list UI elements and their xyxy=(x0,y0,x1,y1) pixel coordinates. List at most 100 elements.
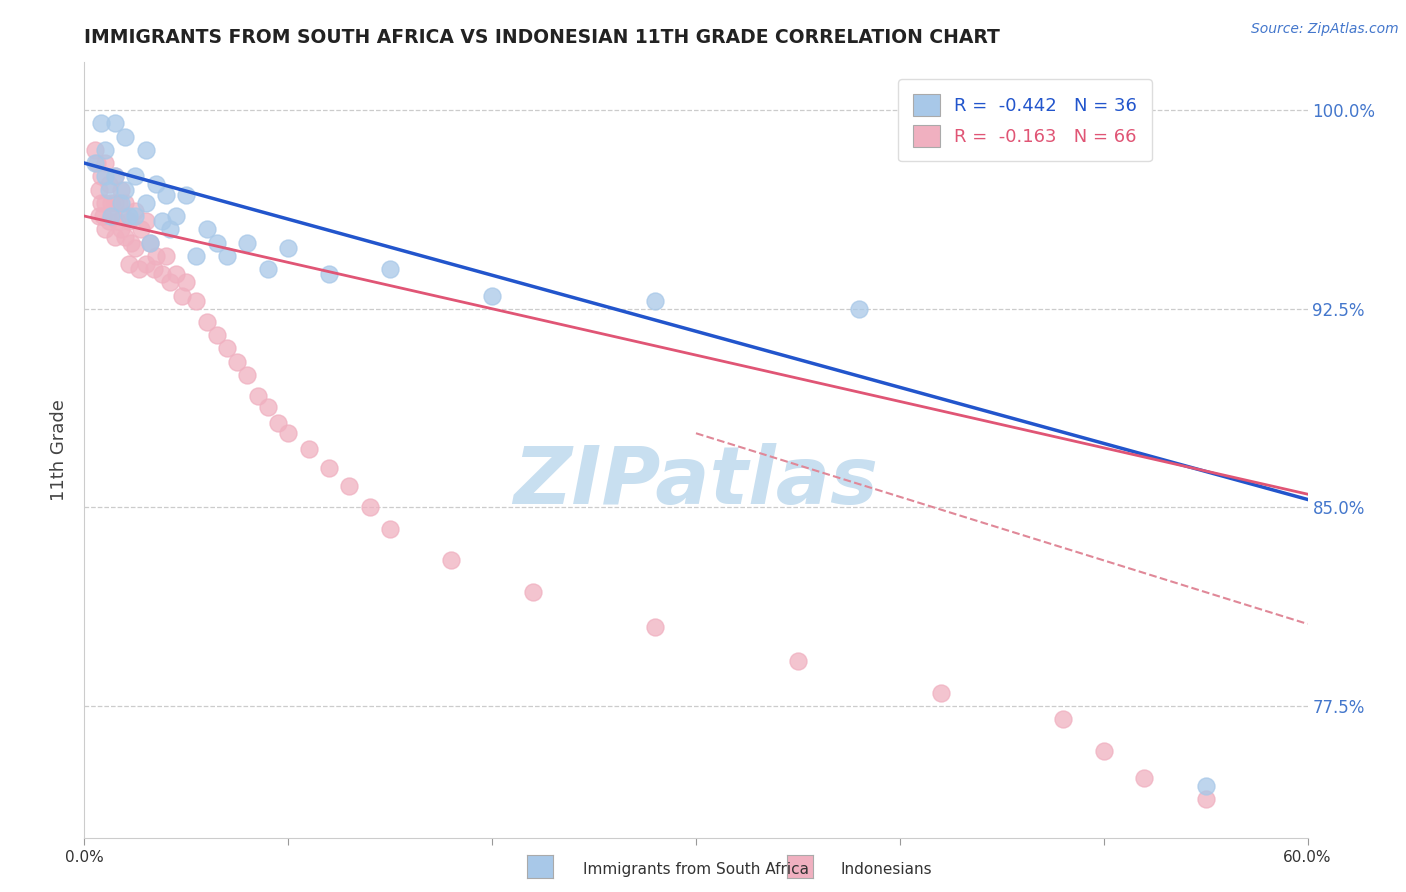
Point xyxy=(277,426,299,441)
Point xyxy=(135,143,157,157)
Point xyxy=(93,169,115,184)
Text: ZIPatlas: ZIPatlas xyxy=(513,442,879,521)
Point xyxy=(1092,744,1115,758)
Point xyxy=(135,195,157,210)
Point xyxy=(787,654,810,668)
Point xyxy=(90,195,112,210)
Point xyxy=(165,209,187,223)
Point xyxy=(257,400,280,414)
Point xyxy=(90,169,112,184)
Point xyxy=(380,262,402,277)
Point xyxy=(246,389,269,403)
Point xyxy=(150,268,173,282)
Point xyxy=(236,235,259,250)
Point xyxy=(97,178,120,192)
Point xyxy=(124,169,146,184)
Point xyxy=(93,156,115,170)
Point xyxy=(155,249,177,263)
Point xyxy=(87,209,110,223)
Point xyxy=(318,460,340,475)
Point xyxy=(93,222,115,236)
Point xyxy=(929,686,952,700)
Point xyxy=(1195,791,1218,805)
Point xyxy=(142,262,165,277)
Point xyxy=(644,619,666,633)
Point xyxy=(114,183,136,197)
Point xyxy=(150,214,173,228)
Point xyxy=(118,214,141,228)
Point xyxy=(217,249,239,263)
Point xyxy=(86,156,108,170)
Point xyxy=(277,241,299,255)
Point xyxy=(359,500,381,515)
Point xyxy=(114,195,136,210)
Point xyxy=(145,249,167,263)
Point xyxy=(110,195,132,210)
Point xyxy=(195,222,218,236)
Point xyxy=(91,209,114,223)
Point xyxy=(145,178,167,192)
Point xyxy=(174,187,197,202)
Point xyxy=(165,268,187,282)
Point xyxy=(124,241,146,255)
Point xyxy=(1133,771,1156,785)
Point xyxy=(380,522,402,536)
Point xyxy=(101,209,124,223)
Point xyxy=(104,230,127,244)
Point xyxy=(110,222,132,236)
Point xyxy=(174,275,197,289)
Point xyxy=(318,268,340,282)
Point xyxy=(90,116,112,130)
Point xyxy=(131,222,153,236)
Point xyxy=(195,315,218,329)
Point xyxy=(104,169,127,184)
Point xyxy=(217,342,239,356)
Point xyxy=(114,129,136,144)
Point xyxy=(100,209,122,223)
Point xyxy=(339,479,361,493)
Point xyxy=(100,195,122,210)
Point xyxy=(186,293,208,308)
Point xyxy=(124,203,146,218)
Point xyxy=(522,585,544,599)
Text: Source: ZipAtlas.com: Source: ZipAtlas.com xyxy=(1251,22,1399,37)
Point xyxy=(257,262,280,277)
Point xyxy=(267,416,290,430)
Point xyxy=(120,235,142,250)
Point xyxy=(114,230,136,244)
Point xyxy=(104,195,127,210)
Point xyxy=(118,257,141,271)
Point xyxy=(135,257,157,271)
Point xyxy=(108,195,131,210)
Point xyxy=(1195,779,1218,793)
Point xyxy=(159,275,181,289)
Point xyxy=(205,235,228,250)
Point xyxy=(205,328,228,343)
Point xyxy=(481,288,503,302)
Text: Indonesians: Indonesians xyxy=(841,863,932,877)
Point xyxy=(93,195,115,210)
Point xyxy=(155,187,177,202)
Point xyxy=(298,442,321,457)
Point xyxy=(135,214,157,228)
Point xyxy=(159,222,181,236)
Point xyxy=(83,156,105,170)
Point xyxy=(83,143,105,157)
Point xyxy=(112,209,135,223)
Point xyxy=(110,183,132,197)
Point xyxy=(1052,712,1074,726)
Point xyxy=(105,214,128,228)
Point xyxy=(138,235,160,250)
Point xyxy=(186,249,208,263)
Point xyxy=(644,293,666,308)
Point xyxy=(124,209,146,223)
Point xyxy=(138,235,160,250)
Point xyxy=(93,143,115,157)
Point xyxy=(440,553,463,567)
Point xyxy=(172,288,194,302)
Text: Immigrants from South Africa: Immigrants from South Africa xyxy=(583,863,810,877)
Point xyxy=(128,262,150,277)
Point xyxy=(226,355,249,369)
Legend: R =  -0.442   N = 36, R =  -0.163   N = 66: R = -0.442 N = 36, R = -0.163 N = 66 xyxy=(898,79,1152,161)
Point xyxy=(236,368,259,382)
